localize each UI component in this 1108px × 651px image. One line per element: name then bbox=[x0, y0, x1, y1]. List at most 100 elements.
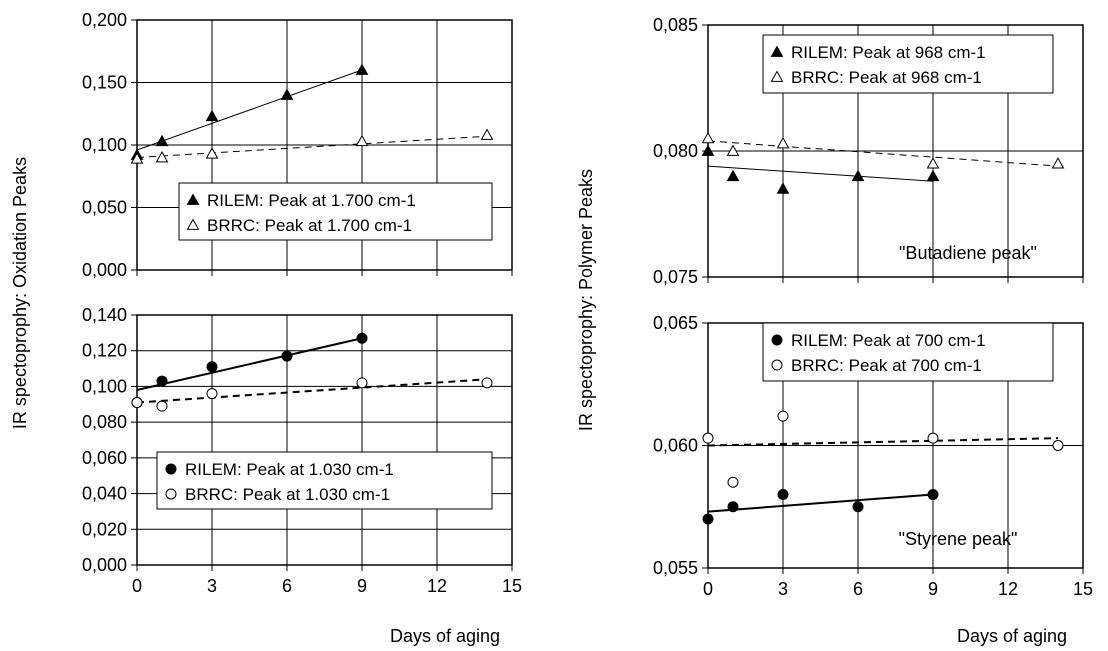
y-tick-label: 0,140 bbox=[82, 305, 127, 325]
legend-marker bbox=[770, 70, 784, 82]
y-tick-label: 0,020 bbox=[82, 519, 127, 539]
series-2 bbox=[701, 131, 1065, 169]
legend-label: RILEM: Peak at 1.030 cm-1 bbox=[185, 460, 394, 479]
legend: RILEM: Peak at 700 cm-1 BRRC: Peak at 700… bbox=[762, 322, 1054, 382]
trend-line bbox=[136, 69, 363, 151]
left-y-axis-label: IR spectoprophy: Oxidation Peaks bbox=[10, 157, 30, 429]
trend-line bbox=[707, 140, 1059, 167]
y-tick-label: 0,040 bbox=[82, 484, 127, 504]
data-point bbox=[206, 361, 218, 373]
annotation: "Styrene peak" bbox=[899, 529, 1018, 549]
data-point bbox=[205, 109, 219, 122]
legend-label: RILEM: Peak at 1.700 cm-1 bbox=[207, 191, 416, 210]
legend-marker bbox=[771, 359, 783, 371]
y-tick-label: 0,080 bbox=[82, 412, 127, 432]
x-tick-label: 6 bbox=[282, 576, 292, 596]
data-point bbox=[356, 377, 368, 389]
chart-panels: 0,000 0,050 0,100 0,150 0,200 RILEM: Peak at … bbox=[82, 10, 1093, 599]
data-point bbox=[927, 432, 939, 444]
y-tick-label: 0,120 bbox=[82, 341, 127, 361]
data-point bbox=[851, 169, 865, 182]
legend-label: BRRC: Peak at 1.700 cm-1 bbox=[207, 216, 412, 235]
left-x-axis-label: Days of aging bbox=[390, 626, 500, 646]
x-tick-label: 6 bbox=[853, 579, 863, 599]
series-1 bbox=[702, 489, 939, 525]
x-tick-label: 9 bbox=[357, 576, 367, 596]
x-tick-label: 0 bbox=[132, 576, 142, 596]
data-point bbox=[776, 182, 790, 194]
x-tick-label: 9 bbox=[928, 579, 938, 599]
data-point bbox=[131, 397, 143, 408]
chart-panel-2: 0,000 0,020 0,040 0,060 0,080 0,100 0,120 0,140… bbox=[82, 305, 522, 596]
x-tick-label: 12 bbox=[427, 576, 447, 596]
data-point bbox=[777, 489, 789, 500]
series-2 bbox=[131, 377, 493, 412]
legend-marker bbox=[771, 334, 783, 346]
data-point bbox=[727, 501, 739, 513]
x-tick-label: 0 bbox=[703, 579, 713, 599]
x-tick-label: 12 bbox=[998, 579, 1018, 599]
legend-marker bbox=[186, 218, 200, 230]
data-point bbox=[156, 375, 168, 387]
chart-panel-1: 0,000 0,050 0,100 0,150 0,200 RILEM: Peak at … bbox=[82, 10, 513, 280]
trend-line bbox=[136, 135, 488, 158]
y-tick-label: 0,055 bbox=[653, 558, 698, 578]
data-point bbox=[156, 400, 168, 412]
y-tick-label: 0,100 bbox=[82, 376, 127, 396]
data-point bbox=[926, 157, 940, 169]
data-point bbox=[480, 128, 494, 140]
x-tick-label: 15 bbox=[1073, 579, 1093, 599]
y-tick-label: 0,000 bbox=[82, 260, 127, 280]
trend-line bbox=[707, 437, 1059, 447]
legend-box bbox=[762, 34, 1054, 94]
y-tick-label: 0,000 bbox=[82, 555, 127, 575]
legend-label: RILEM: Peak at 700 cm-1 bbox=[791, 331, 986, 350]
chart-panel-4: 0,055 0,060 0,065 0 3 6 9 12 15 RILEM: Peak at 70… bbox=[653, 313, 1093, 599]
legend-box bbox=[178, 182, 493, 241]
legend-label: RILEM: Peak at 968 cm-1 bbox=[791, 43, 986, 62]
trend-line bbox=[136, 337, 363, 391]
data-point bbox=[701, 144, 715, 156]
series-1 bbox=[701, 144, 940, 194]
x-tick-label: 15 bbox=[502, 576, 522, 596]
y-tick-label: 0,060 bbox=[653, 436, 698, 456]
legend-label: BRRC: Peak at 968 cm-1 bbox=[791, 68, 982, 87]
annotation: "Butadiene peak" bbox=[899, 243, 1037, 263]
data-point bbox=[155, 150, 169, 163]
series-2 bbox=[702, 410, 1064, 488]
data-point bbox=[702, 513, 714, 525]
data-point bbox=[701, 131, 715, 144]
data-point bbox=[355, 63, 369, 75]
data-point bbox=[727, 476, 739, 488]
x-tick-label: 3 bbox=[778, 579, 788, 599]
data-point bbox=[481, 377, 493, 389]
plot-frame bbox=[136, 314, 513, 566]
right-y-axis-label: IR spectoprophy: Polymer Peaks bbox=[576, 169, 596, 431]
data-point bbox=[1052, 440, 1064, 451]
trend-line bbox=[707, 493, 934, 513]
data-point bbox=[726, 144, 740, 156]
right-x-axis-label: Days of aging bbox=[957, 626, 1067, 646]
legend-marker bbox=[186, 193, 200, 205]
data-point bbox=[280, 88, 294, 100]
legend-box bbox=[156, 451, 493, 510]
y-tick-label: 0,200 bbox=[82, 10, 127, 30]
legend: RILEM: Peak at 1.700 cm-1 BRRC: Peak at 1… bbox=[178, 182, 493, 241]
data-point bbox=[1051, 157, 1065, 169]
y-tick-label: 0,085 bbox=[653, 15, 698, 35]
data-point bbox=[776, 136, 790, 149]
y-tick-label: 0,060 bbox=[82, 448, 127, 468]
data-point bbox=[205, 147, 219, 159]
data-point bbox=[206, 388, 218, 400]
trend-line bbox=[136, 378, 488, 404]
data-point bbox=[852, 501, 864, 513]
data-point bbox=[777, 410, 789, 422]
trend-line bbox=[707, 165, 934, 182]
data-point bbox=[281, 350, 293, 362]
legend-marker bbox=[165, 463, 177, 475]
y-tick-label: 0,075 bbox=[653, 267, 698, 287]
series-1 bbox=[131, 332, 368, 408]
y-tick-label: 0,065 bbox=[653, 313, 698, 333]
legend: RILEM: Peak at 1.030 cm-1 BRRC: Peak at 1… bbox=[156, 451, 493, 510]
